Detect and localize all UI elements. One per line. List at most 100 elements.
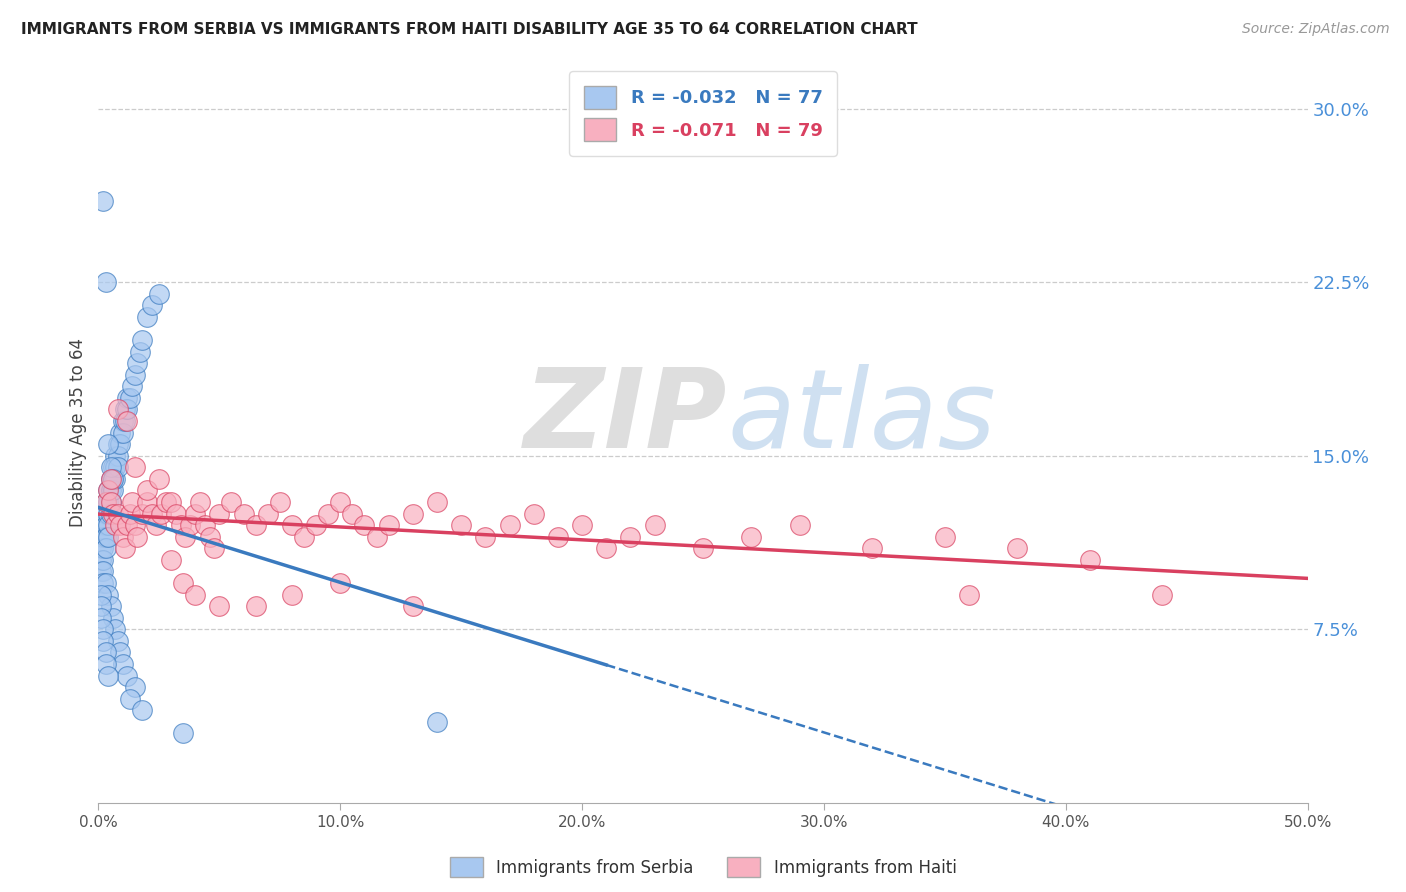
Point bbox=[94, 495, 117, 509]
Point bbox=[104, 460, 127, 475]
Point bbox=[141, 298, 163, 312]
Point bbox=[131, 507, 153, 521]
Point bbox=[114, 402, 136, 417]
Point bbox=[160, 495, 183, 509]
Point bbox=[121, 495, 143, 509]
Point bbox=[957, 588, 980, 602]
Point bbox=[148, 286, 170, 301]
Point bbox=[97, 668, 120, 682]
Text: atlas: atlas bbox=[727, 364, 995, 471]
Point bbox=[135, 495, 157, 509]
Point bbox=[100, 483, 122, 498]
Point bbox=[104, 472, 127, 486]
Point bbox=[1007, 541, 1029, 556]
Point bbox=[91, 530, 114, 544]
Point bbox=[91, 541, 114, 556]
Point bbox=[644, 518, 666, 533]
Point bbox=[342, 507, 364, 521]
Point bbox=[117, 391, 139, 405]
Point bbox=[281, 588, 304, 602]
Point bbox=[124, 460, 146, 475]
Point bbox=[104, 518, 127, 533]
Point bbox=[860, 541, 883, 556]
Point bbox=[118, 691, 141, 706]
Point bbox=[100, 495, 122, 509]
Point bbox=[450, 518, 472, 533]
Point bbox=[97, 507, 120, 521]
Point bbox=[179, 518, 201, 533]
Point bbox=[104, 449, 127, 463]
Point bbox=[91, 553, 114, 567]
Point bbox=[124, 680, 146, 694]
Point bbox=[97, 437, 120, 451]
Point bbox=[94, 645, 117, 659]
Point bbox=[100, 599, 122, 614]
Point bbox=[292, 530, 315, 544]
Point bbox=[135, 310, 157, 324]
Point bbox=[426, 714, 449, 729]
Point bbox=[208, 599, 231, 614]
Point bbox=[117, 668, 139, 682]
Point bbox=[172, 726, 194, 740]
Point bbox=[165, 507, 187, 521]
Point bbox=[934, 530, 956, 544]
Point bbox=[329, 495, 352, 509]
Point bbox=[221, 495, 243, 509]
Point bbox=[595, 541, 617, 556]
Point bbox=[141, 507, 163, 521]
Point bbox=[305, 518, 328, 533]
Point bbox=[124, 518, 146, 533]
Point bbox=[100, 495, 122, 509]
Point bbox=[91, 565, 114, 579]
Point bbox=[150, 507, 173, 521]
Point bbox=[94, 576, 117, 591]
Point bbox=[91, 622, 114, 636]
Point bbox=[402, 507, 425, 521]
Point bbox=[90, 541, 112, 556]
Point bbox=[100, 460, 122, 475]
Point bbox=[97, 518, 120, 533]
Point bbox=[90, 610, 112, 624]
Point bbox=[117, 414, 139, 428]
Point bbox=[353, 518, 375, 533]
Point bbox=[547, 530, 569, 544]
Point bbox=[94, 507, 117, 521]
Point bbox=[97, 495, 120, 509]
Text: Source: ZipAtlas.com: Source: ZipAtlas.com bbox=[1241, 22, 1389, 37]
Point bbox=[111, 425, 134, 440]
Point bbox=[101, 483, 124, 498]
Point bbox=[91, 633, 114, 648]
Point bbox=[131, 703, 153, 717]
Point bbox=[245, 518, 267, 533]
Point bbox=[269, 495, 291, 509]
Point bbox=[692, 541, 714, 556]
Point bbox=[90, 588, 112, 602]
Point bbox=[571, 518, 593, 533]
Point bbox=[94, 518, 117, 533]
Point bbox=[114, 414, 136, 428]
Point bbox=[94, 657, 117, 671]
Point bbox=[1152, 588, 1174, 602]
Point bbox=[97, 483, 120, 498]
Point bbox=[97, 588, 120, 602]
Point bbox=[124, 368, 146, 382]
Point bbox=[94, 495, 117, 509]
Point bbox=[90, 530, 112, 544]
Point bbox=[94, 275, 117, 289]
Point bbox=[204, 541, 226, 556]
Point bbox=[101, 472, 124, 486]
Point bbox=[111, 414, 134, 428]
Point bbox=[155, 495, 177, 509]
Point bbox=[107, 507, 129, 521]
Point bbox=[90, 565, 112, 579]
Point bbox=[107, 460, 129, 475]
Point bbox=[94, 541, 117, 556]
Point bbox=[107, 449, 129, 463]
Point bbox=[316, 507, 339, 521]
Legend: Immigrants from Serbia, Immigrants from Haiti: Immigrants from Serbia, Immigrants from … bbox=[443, 851, 963, 883]
Point bbox=[619, 530, 641, 544]
Point bbox=[172, 576, 194, 591]
Point bbox=[474, 530, 496, 544]
Point bbox=[118, 507, 141, 521]
Point bbox=[101, 507, 124, 521]
